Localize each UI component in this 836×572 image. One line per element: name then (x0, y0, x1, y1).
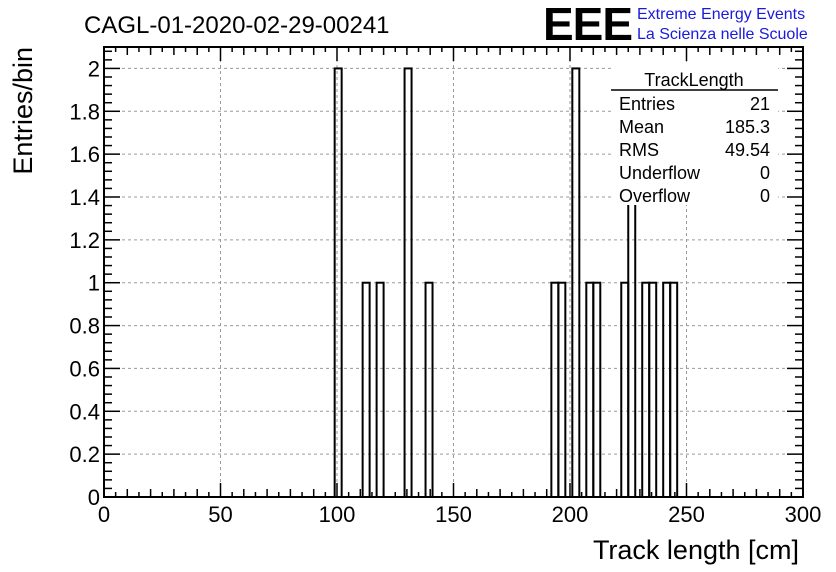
y-tick-label: 0.2 (69, 442, 100, 467)
eee-logo-mark: EEE (543, 0, 632, 50)
y-tick-label: 0 (88, 485, 100, 510)
chart-title: CAGL-01-2020-02-29-00241 (84, 12, 390, 39)
stats-box-background (611, 65, 778, 205)
x-tick-label: 150 (435, 502, 472, 527)
y-tick-label: 0.6 (69, 356, 100, 381)
y-tick-label: 2 (88, 56, 100, 81)
stats-overflow-label: Overflow (619, 186, 691, 206)
y-tick-label: 1.2 (69, 228, 100, 253)
y-tick-label: 1.8 (69, 99, 100, 124)
stats-mean-label: Mean (619, 117, 664, 137)
stats-rms-value: 49.54 (725, 140, 770, 160)
logo-line-1: Extreme Energy Events (637, 6, 805, 23)
y-axis-title: Entries/bin (8, 47, 38, 175)
y-tick-label: 1.6 (69, 142, 100, 167)
stats-mean-value: 185.3 (725, 117, 770, 137)
eee-logo: EEE Extreme Energy Events La Scienza nel… (543, 0, 808, 50)
stats-underflow-label: Underflow (619, 163, 701, 183)
tick-labels: 0 50 100 150 200 250 30000.20.40.60.811.21.41.… (69, 56, 821, 527)
x-axis-title: Track length [cm] (593, 535, 799, 565)
y-tick-label: 0.8 (69, 314, 100, 339)
x-tick-label: 250 (668, 502, 705, 527)
stats-entries-value: 21 (750, 94, 770, 114)
stats-underflow-value: 0 (760, 163, 770, 183)
y-tick-label: 1.4 (69, 185, 100, 210)
logo-line-2: La Scienza nelle Scuole (637, 26, 808, 43)
stats-entries-label: Entries (619, 94, 675, 114)
x-tick-label: 50 (208, 502, 232, 527)
x-tick-label: 300 (785, 502, 822, 527)
x-tick-label: 100 (319, 502, 356, 527)
x-tick-label: 0 (98, 502, 110, 527)
stats-rms-label: RMS (619, 140, 659, 160)
y-tick-label: 1 (88, 271, 100, 296)
axes (103, 46, 804, 498)
stats-box-name: TrackLength (644, 70, 743, 90)
stats-overflow-value: 0 (760, 186, 770, 206)
x-tick-label: 200 (552, 502, 589, 527)
y-tick-label: 0.4 (69, 399, 100, 424)
stats-box: TrackLength Entries 21 Mean 185.3 RMS 49… (611, 65, 778, 206)
